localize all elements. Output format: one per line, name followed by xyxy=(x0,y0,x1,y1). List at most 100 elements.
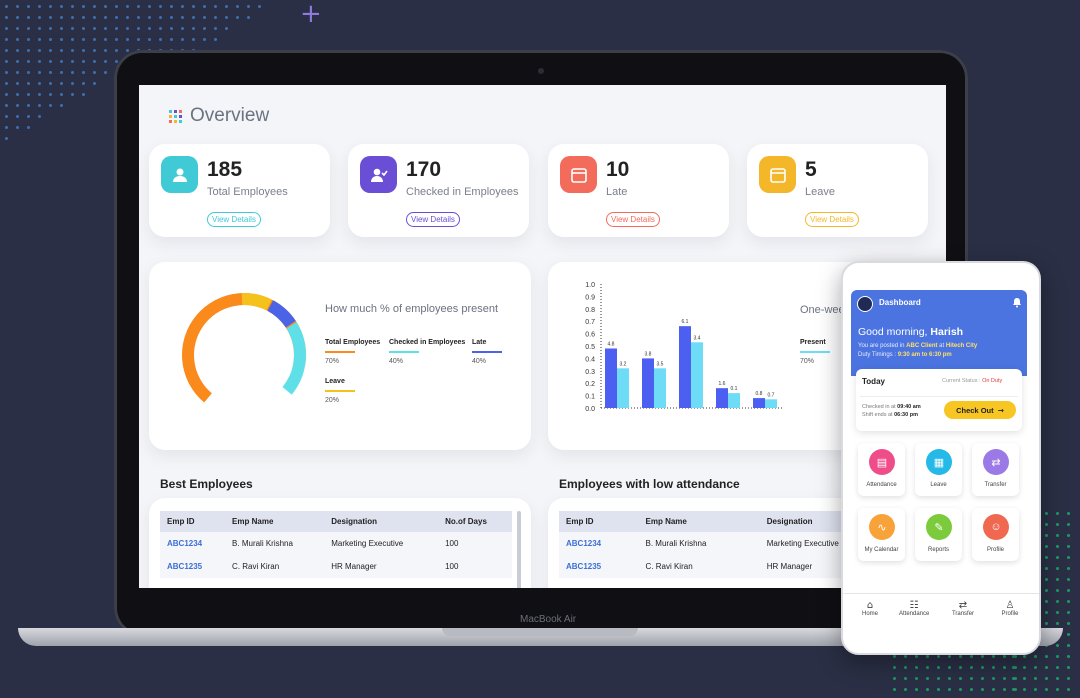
dot-decoration xyxy=(1045,622,1048,625)
dot-decoration xyxy=(38,16,41,19)
dot-decoration xyxy=(38,27,41,30)
dot-decoration xyxy=(948,655,951,658)
dot-decoration xyxy=(1067,556,1070,559)
dot-decoration xyxy=(71,49,74,52)
nav-home[interactable]: ⌂ Home xyxy=(855,600,885,617)
dot-decoration xyxy=(1067,644,1070,647)
table-scrollbar[interactable] xyxy=(517,511,521,588)
laptop-base xyxy=(18,628,1063,646)
check-out-button[interactable]: Check Out → xyxy=(944,401,1016,419)
dot-decoration xyxy=(192,5,195,8)
dot-decoration xyxy=(1045,655,1048,658)
dot-decoration xyxy=(1023,677,1026,680)
dot-decoration xyxy=(1056,677,1059,680)
dot-decoration xyxy=(1067,545,1070,548)
dot-decoration xyxy=(1003,655,1006,658)
dot-decoration xyxy=(104,16,107,19)
dot-decoration xyxy=(16,16,19,19)
dot-decoration xyxy=(1056,644,1059,647)
donut-segment-late xyxy=(182,293,306,417)
donut-chart xyxy=(182,293,306,417)
dot-decoration xyxy=(126,49,129,52)
dot-decoration xyxy=(1045,666,1048,669)
dot-decoration xyxy=(16,115,19,118)
dot-decoration xyxy=(1067,622,1070,625)
emp-id-link[interactable]: ABC1234 xyxy=(559,532,639,555)
dot-decoration xyxy=(948,666,951,669)
dot-decoration xyxy=(992,677,995,680)
bell-icon[interactable] xyxy=(1012,297,1022,308)
dot-decoration xyxy=(937,666,940,669)
dot-decoration xyxy=(148,27,151,30)
dot-decoration xyxy=(5,93,8,96)
dot-decoration xyxy=(1056,512,1059,515)
nav-transfer[interactable]: ⇄ Transfer xyxy=(948,600,978,617)
nav-profile[interactable]: ♙ Profile xyxy=(995,600,1025,617)
dot-decoration xyxy=(970,655,973,658)
view-details-button[interactable]: View Details xyxy=(606,212,660,227)
dot-decoration xyxy=(1056,589,1059,592)
tile-leave[interactable]: ▦ Leave xyxy=(915,443,962,496)
dot-decoration xyxy=(258,5,261,8)
dot-decoration xyxy=(1045,534,1048,537)
dot-decoration xyxy=(71,5,74,8)
donut-segment-total xyxy=(182,293,306,417)
attendance-icon: ☷ xyxy=(909,600,919,611)
dot-decoration xyxy=(27,60,30,63)
view-details-button[interactable]: View Details xyxy=(805,212,859,227)
dot-decoration xyxy=(71,82,74,85)
table-row[interactable]: ABC1234 B. Murali Krishna Marketing Exec… xyxy=(160,532,512,555)
table-row[interactable]: ABC1235 C. Ravi Kiran HR Manager 100 xyxy=(160,555,512,578)
bar xyxy=(765,399,777,408)
emp-id-link[interactable]: ABC1234 xyxy=(160,532,226,555)
y-tick-label: 0.7 xyxy=(585,319,595,326)
dot-decoration xyxy=(970,688,973,691)
dot-decoration xyxy=(115,60,118,63)
dot-decoration xyxy=(1003,677,1006,680)
tile-reports[interactable]: ✎ Reports xyxy=(915,508,962,561)
tile-my-calendar[interactable]: ∿ My Calendar xyxy=(858,508,905,561)
dot-decoration xyxy=(93,49,96,52)
y-tick-label: 1.0 xyxy=(585,282,595,289)
dot-decoration xyxy=(5,71,8,74)
y-tick-label: 0.8 xyxy=(585,307,595,314)
laptop-model-label: MacBook Air xyxy=(520,614,577,625)
emp-id-link[interactable]: ABC1235 xyxy=(559,555,639,578)
nav-attendance[interactable]: ☷ Attendance xyxy=(899,600,930,617)
bar-value-label: 3.8 xyxy=(645,351,652,357)
dot-decoration xyxy=(148,16,151,19)
dot-decoration xyxy=(49,5,52,8)
dot-decoration xyxy=(926,688,929,691)
dot-decoration xyxy=(1067,611,1070,614)
dot-decoration xyxy=(115,38,118,41)
dot-decoration xyxy=(71,27,74,30)
bar-value-label: 3.5 xyxy=(657,361,664,367)
tile-profile[interactable]: ☺ Profile xyxy=(972,508,1019,561)
dot-decoration xyxy=(71,38,74,41)
dot-decoration xyxy=(1067,512,1070,515)
dot-decoration xyxy=(1056,600,1059,603)
dot-decoration xyxy=(5,27,8,30)
dot-decoration xyxy=(5,5,8,8)
dot-decoration xyxy=(1067,600,1070,603)
y-tick-label: 0.4 xyxy=(585,356,595,363)
phone-mockup: Dashboard Good morning, Harish You are p… xyxy=(841,261,1041,655)
tile-attendance[interactable]: ▤ Attendance xyxy=(858,443,905,496)
emp-id-link[interactable]: ABC1235 xyxy=(160,555,226,578)
dot-decoration xyxy=(926,655,929,658)
grid-icon xyxy=(169,109,182,123)
dot-decoration xyxy=(82,27,85,30)
dot-decoration xyxy=(225,5,228,8)
bar xyxy=(642,358,654,408)
dot-decoration xyxy=(170,16,173,19)
tile-transfer[interactable]: ⇄ Transfer xyxy=(972,443,1019,496)
dot-decoration xyxy=(236,16,239,19)
dot-decoration xyxy=(49,104,52,107)
view-details-button[interactable]: View Details xyxy=(406,212,460,227)
dot-decoration xyxy=(1045,523,1048,526)
checked-in-time: Checked in at 09:40 am xyxy=(862,404,921,410)
emp-name: B. Murali Krishna xyxy=(225,532,325,555)
view-details-button[interactable]: View Details xyxy=(207,212,261,227)
dot-decoration xyxy=(1012,677,1015,680)
dot-decoration xyxy=(181,38,184,41)
